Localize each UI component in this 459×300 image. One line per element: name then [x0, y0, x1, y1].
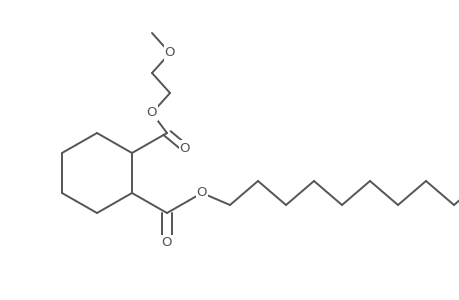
Text: O: O: [146, 106, 157, 119]
Text: O: O: [179, 142, 190, 154]
Text: O: O: [196, 187, 207, 200]
Text: O: O: [162, 236, 172, 250]
Text: O: O: [164, 46, 175, 59]
